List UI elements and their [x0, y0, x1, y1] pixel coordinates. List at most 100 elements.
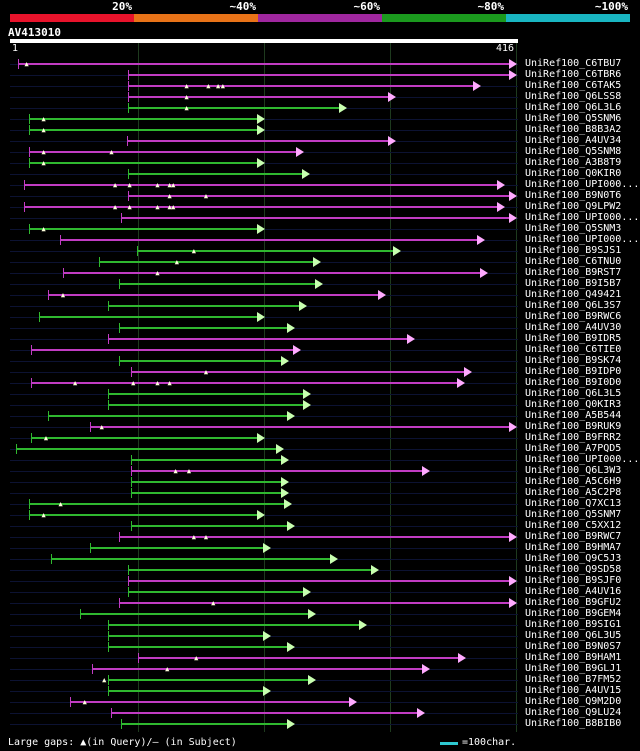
hit-bar[interactable]	[130, 477, 290, 487]
hit-row[interactable]: ▲ UniRef100_B9RUK9	[0, 421, 640, 433]
hit-row[interactable]: UniRef100_A4UV15	[0, 685, 640, 697]
hit-bar[interactable]	[50, 554, 338, 564]
hit-bar[interactable]	[128, 565, 379, 575]
hit-row[interactable]: ▲ UniRef100_Q5SNM7	[0, 509, 640, 521]
hit-label[interactable]: UniRef100_C6TBU7	[525, 58, 622, 69]
hit-label[interactable]: UniRef100_B9FRR2	[525, 432, 622, 443]
hit-bar[interactable]: ▲ ▲ ▲ ▲	[128, 81, 481, 91]
hit-bar[interactable]: ▲	[136, 246, 401, 256]
hit-label[interactable]: UniRef100_C6TBR6	[525, 69, 622, 80]
hit-bar[interactable]	[60, 235, 486, 245]
hit-row[interactable]: ▲ UniRef100_C6TBU7	[0, 58, 640, 70]
hit-label[interactable]: UniRef100_A4UV15	[525, 685, 622, 696]
hit-row[interactable]: UniRef100_Q9C5J3	[0, 553, 640, 565]
hit-label[interactable]: UniRef100_B9RWC6	[525, 311, 622, 322]
hit-bar[interactable]	[130, 488, 290, 498]
hit-label[interactable]: UniRef100_C6TAK5	[525, 80, 622, 91]
hit-bar[interactable]: ▲	[48, 290, 387, 300]
hit-row[interactable]: UniRef100_B9SK74	[0, 355, 640, 367]
hit-bar[interactable]: ▲ ▲ ▲ ▲	[31, 378, 465, 388]
hit-row[interactable]: UniRef100_Q9SD58	[0, 564, 640, 576]
hit-label[interactable]: UniRef100_B9HAM1	[525, 652, 622, 663]
hit-bar[interactable]: ▲	[28, 499, 292, 509]
hit-row[interactable]: UniRef100_C5XX12	[0, 520, 640, 532]
hit-bar[interactable]: ▲	[31, 433, 265, 443]
hit-row[interactable]: UniRef100_B9SIG1	[0, 619, 640, 631]
hit-row[interactable]: ▲ UniRef100_Q49421	[0, 289, 640, 301]
hit-bar[interactable]	[128, 576, 517, 586]
hit-label[interactable]: UniRef100_Q9LPW2	[525, 201, 622, 212]
hit-row[interactable]: UniRef100_Q0KIR0	[0, 168, 640, 180]
hit-bar[interactable]	[107, 334, 416, 344]
hit-row[interactable]: ▲ UniRef100_B9SJS1	[0, 245, 640, 257]
hit-row[interactable]: ▲ UniRef100_C6TNU0	[0, 256, 640, 268]
hit-bar[interactable]	[107, 631, 272, 641]
hit-row[interactable]: UniRef100_A7PQD5	[0, 443, 640, 455]
hit-label[interactable]: UniRef100_Q5SNM8	[525, 146, 622, 157]
hit-label[interactable]: UniRef100_Q0KIR3	[525, 399, 622, 410]
hit-bar[interactable]: ▲	[18, 59, 517, 69]
hit-bar[interactable]: ▲	[89, 422, 517, 432]
hit-bar[interactable]	[48, 411, 296, 421]
hit-row[interactable]: ▲ UniRef100_Q6L3L6	[0, 102, 640, 114]
hit-bar[interactable]	[107, 642, 296, 652]
hit-label[interactable]: UniRef100_C6TIE0	[525, 344, 622, 355]
hit-label[interactable]: UniRef100_B9SJS1	[525, 245, 622, 256]
hit-row[interactable]: ▲ UniRef100_B9IDP0	[0, 366, 640, 378]
hit-label[interactable]: UniRef100_Q6L3W3	[525, 465, 622, 476]
hit-label[interactable]: UniRef100_B9IDR5	[525, 333, 622, 344]
hit-row[interactable]: ▲ ▲ ▲ ▲ ▲ UniRef100_UPI000...	[0, 179, 640, 191]
hit-row[interactable]: UniRef100_C6TIE0	[0, 344, 640, 356]
hit-bar[interactable]: ▲	[70, 697, 358, 707]
hit-bar[interactable]: ▲ ▲	[28, 147, 304, 157]
hit-row[interactable]: ▲ UniRef100_Q9M2D0	[0, 696, 640, 708]
hit-row[interactable]: UniRef100_B9HMA7	[0, 542, 640, 554]
hit-label[interactable]: UniRef100_B9GFU2	[525, 597, 622, 608]
hit-row[interactable]: UniRef100_B9GEM4	[0, 608, 640, 620]
hit-label[interactable]: UniRef100_C6TNU0	[525, 256, 622, 267]
hit-row[interactable]: UniRef100_B9I5B7	[0, 278, 640, 290]
hit-label[interactable]: UniRef100_B9I5B7	[525, 278, 622, 289]
hit-label[interactable]: UniRef100_B7FM52	[525, 674, 622, 685]
hit-bar[interactable]: ▲	[118, 598, 517, 608]
hit-label[interactable]: UniRef100_B9HMA7	[525, 542, 622, 553]
hit-label[interactable]: UniRef100_B9RUK9	[525, 421, 622, 432]
hit-label[interactable]: UniRef100_UPI000...	[525, 179, 640, 190]
hit-row[interactable]: ▲ UniRef100_B9GFU2	[0, 597, 640, 609]
hit-label[interactable]: UniRef100_Q7XC13	[525, 498, 622, 509]
hit-bar[interactable]: ▲	[62, 268, 488, 278]
hit-label[interactable]: UniRef100_Q6L3U5	[525, 630, 622, 641]
hit-row[interactable]: UniRef100_A4UV34	[0, 135, 640, 147]
hit-row[interactable]: UniRef100_A5C2P8	[0, 487, 640, 499]
hit-bar[interactable]: ▲	[91, 664, 430, 674]
hit-row[interactable]: UniRef100_C6TBR6	[0, 69, 640, 81]
hit-row[interactable]: UniRef100_B9IDR5	[0, 333, 640, 345]
hit-bar[interactable]	[31, 345, 302, 355]
hit-bar[interactable]	[130, 455, 290, 465]
hit-label[interactable]: UniRef100_A3B8T9	[525, 157, 622, 168]
hit-bar[interactable]: ▲	[28, 125, 265, 135]
hit-label[interactable]: UniRef100_B9N0T6	[525, 190, 622, 201]
hit-row[interactable]: UniRef100_Q6L3L5	[0, 388, 640, 400]
hit-label[interactable]: UniRef100_B9RWC7	[525, 531, 622, 542]
hit-label[interactable]: UniRef100_Q6LSS8	[525, 91, 622, 102]
hit-label[interactable]: UniRef100_B9IDP0	[525, 366, 622, 377]
hit-row[interactable]: ▲ UniRef100_B9HAM1	[0, 652, 640, 664]
hit-label[interactable]: UniRef100_C5XX12	[525, 520, 622, 531]
hit-row[interactable]: ▲ UniRef100_Q7XC13	[0, 498, 640, 510]
hit-label[interactable]: UniRef100_A4UV16	[525, 586, 622, 597]
hit-label[interactable]: UniRef100_A4UV34	[525, 135, 622, 146]
hit-bar[interactable]	[107, 620, 367, 630]
hit-row[interactable]: ▲ ▲ UniRef100_Q5SNM8	[0, 146, 640, 158]
hit-row[interactable]: UniRef100_B9SJF0	[0, 575, 640, 587]
hit-bar[interactable]	[89, 543, 272, 553]
hit-label[interactable]: UniRef100_B9SIG1	[525, 619, 622, 630]
hit-label[interactable]: UniRef100_Q9M2D0	[525, 696, 622, 707]
hit-row[interactable]: ▲ ▲ UniRef100_Q6L3W3	[0, 465, 640, 477]
hit-bar[interactable]: ▲	[28, 158, 265, 168]
hit-bar[interactable]	[118, 323, 296, 333]
hit-bar[interactable]	[107, 389, 312, 399]
hit-row[interactable]: ▲ ▲ ▲ ▲ ▲ UniRef100_Q9LPW2	[0, 201, 640, 213]
hit-bar[interactable]: ▲	[28, 510, 265, 520]
hit-row[interactable]: ▲ ▲ ▲ ▲ UniRef100_C6TAK5	[0, 80, 640, 92]
